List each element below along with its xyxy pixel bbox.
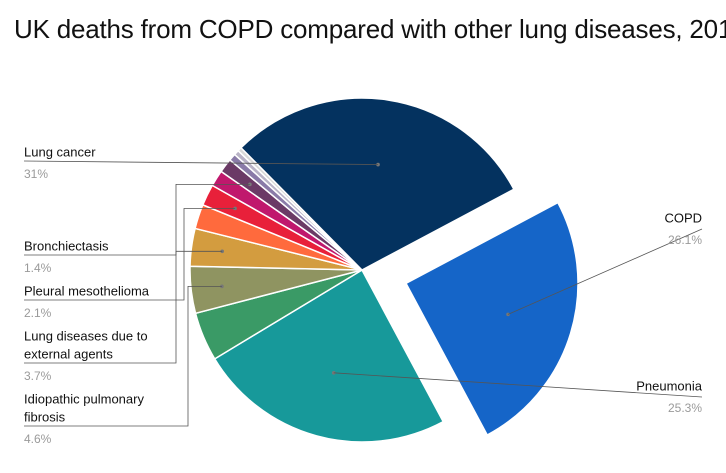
leader-line-copd [507,228,703,315]
slice-label-lung-diseases-due-to-external-agents: Lung diseases due to [24,328,148,343]
leader-line-idiopathic-pulmonary-fibrosis [24,285,222,427]
slice-labels: COPD 26.1% Pneumonia 25.3% Idiopathic pulmon… [24,144,703,446]
slice-value-bronchiectasis: 1.4% [24,261,52,275]
slice-label-pneumonia: Pneumonia [636,378,703,393]
pie-slices [189,97,579,443]
slice-value-pleural-mesothelioma: 2.1% [24,306,52,320]
slice-label-idiopathic-pulmonary-fibrosis: fibrosis [24,409,66,424]
leader-line-pleural-mesothelioma [24,208,236,301]
pie-slice-copd [404,201,579,437]
leader-line-bronchiectasis [24,183,250,256]
chart-title: UK deaths from COPD compared with other … [14,14,726,44]
slice-value-copd: 26.1% [668,233,702,247]
slice-label-lung-cancer: Lung cancer [24,144,96,159]
slice-label-bronchiectasis: Bronchiectasis [24,238,109,253]
slice-label-pleural-mesothelioma: Pleural mesothelioma [24,283,150,298]
slice-value-lung-diseases-due-to-external-agents: 3.7% [24,369,52,383]
leader-line-lung-cancer [23,160,379,165]
leader-dot [376,162,380,167]
leader-lines [23,160,703,427]
slice-label-idiopathic-pulmonary-fibrosis: Idiopathic pulmonary [24,391,144,406]
slice-value-lung-cancer: 31% [24,167,48,181]
slice-value-idiopathic-pulmonary-fibrosis: 4.6% [24,432,52,446]
slice-label-copd: COPD [664,210,702,225]
leader-line-lung-diseases-due-to-external-agents [24,250,223,364]
slice-label-lung-diseases-due-to-external-agents: external agents [24,346,113,361]
pie-slice-pneumonia [213,268,445,443]
pie-slice-lung-cancer [239,97,515,271]
slice-value-pneumonia: 25.3% [668,401,702,415]
leader-line-pneumonia [333,372,703,398]
